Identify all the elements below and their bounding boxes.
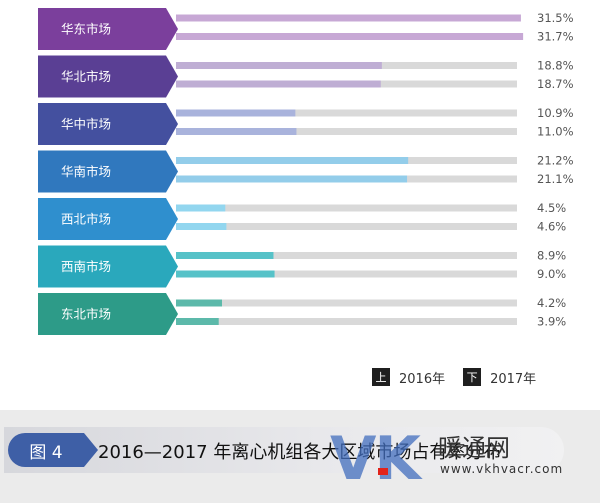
category-label: 东北市场 xyxy=(61,307,111,322)
watermark-red-accent xyxy=(378,468,388,475)
legend-marker-2017: 下 xyxy=(463,368,482,386)
bar xyxy=(176,14,521,22)
category-tag xyxy=(38,150,178,193)
watermark-vk-mark: VK xyxy=(330,424,421,494)
data-label: 4.2% xyxy=(537,296,566,310)
legend-label-2016: 2016年 xyxy=(399,371,446,387)
category-tag xyxy=(38,245,178,288)
watermark-site-name: 暖通网 xyxy=(438,434,510,462)
bar xyxy=(176,223,227,230)
bar xyxy=(176,204,226,212)
bar-track xyxy=(176,223,517,230)
data-label: 4.6% xyxy=(537,220,566,234)
bar xyxy=(176,62,382,69)
watermark-url: www.vkhvacr.com xyxy=(440,462,564,476)
bar xyxy=(176,299,222,307)
data-label: 31.7% xyxy=(537,30,574,44)
bar xyxy=(176,270,275,278)
category-label: 华南市场 xyxy=(61,164,111,179)
data-label: 18.8% xyxy=(537,59,574,73)
category-label: 华东市场 xyxy=(61,22,111,37)
legend-item-2016: 上 2016年 xyxy=(372,368,445,387)
bar-track xyxy=(176,270,517,278)
bar xyxy=(176,318,219,325)
chart-card: 华东市场 31.5% 31.7% 华北市场 18.8% 18.7% 华中市场 10.9% 11.… xyxy=(0,0,600,410)
data-label: 10.9% xyxy=(537,106,574,120)
data-label: 21.1% xyxy=(537,172,574,186)
data-label: 9.0% xyxy=(537,267,566,281)
bar-track xyxy=(176,109,517,117)
data-label: 4.5% xyxy=(537,201,566,215)
legend-label-2017: 2017年 xyxy=(490,371,537,387)
data-label: 8.9% xyxy=(537,249,566,263)
data-label: 18.7% xyxy=(537,77,574,91)
category-tag xyxy=(38,103,178,145)
figure-number-badge: 图 4 xyxy=(8,433,84,467)
legend-marker-2016: 上 xyxy=(372,368,390,386)
bar-track xyxy=(176,252,517,259)
category-tag xyxy=(38,198,178,240)
bar xyxy=(176,80,381,88)
bar-chart: 华东市场 31.5% 31.7% 华北市场 18.8% 18.7% 华中市场 10.9% 11.… xyxy=(38,8,574,335)
figure-badge-arrow xyxy=(84,433,98,467)
bar-track xyxy=(176,299,517,307)
data-label: 21.2% xyxy=(537,154,574,168)
data-label: 3.9% xyxy=(537,315,566,329)
bar xyxy=(176,252,274,259)
legend: 上 2016年 下 2017年 xyxy=(372,366,536,388)
legend-item-2017: 下 2017年 xyxy=(463,368,536,387)
bar xyxy=(176,157,409,164)
figure-caption: 2016—2017 年离心机组各大区域市场占有率分布 xyxy=(98,442,502,463)
bar xyxy=(176,175,408,183)
category-tag xyxy=(38,8,178,50)
data-label: 31.5% xyxy=(537,11,574,25)
bar-track xyxy=(176,204,517,212)
category-label: 西北市场 xyxy=(61,212,111,227)
category-label: 华北市场 xyxy=(61,69,111,84)
category-tag xyxy=(38,55,178,98)
category-label: 西南市场 xyxy=(61,259,111,274)
bar xyxy=(176,128,297,135)
category-label: 华中市场 xyxy=(61,117,111,132)
bar-track xyxy=(176,318,517,325)
bar xyxy=(176,109,296,117)
category-tag xyxy=(38,293,178,335)
watermark-logo: VK 暖通网 www.vkhvacr.com xyxy=(330,426,600,501)
bar-track xyxy=(176,128,517,135)
data-label: 11.0% xyxy=(537,125,574,139)
bar xyxy=(176,33,524,40)
